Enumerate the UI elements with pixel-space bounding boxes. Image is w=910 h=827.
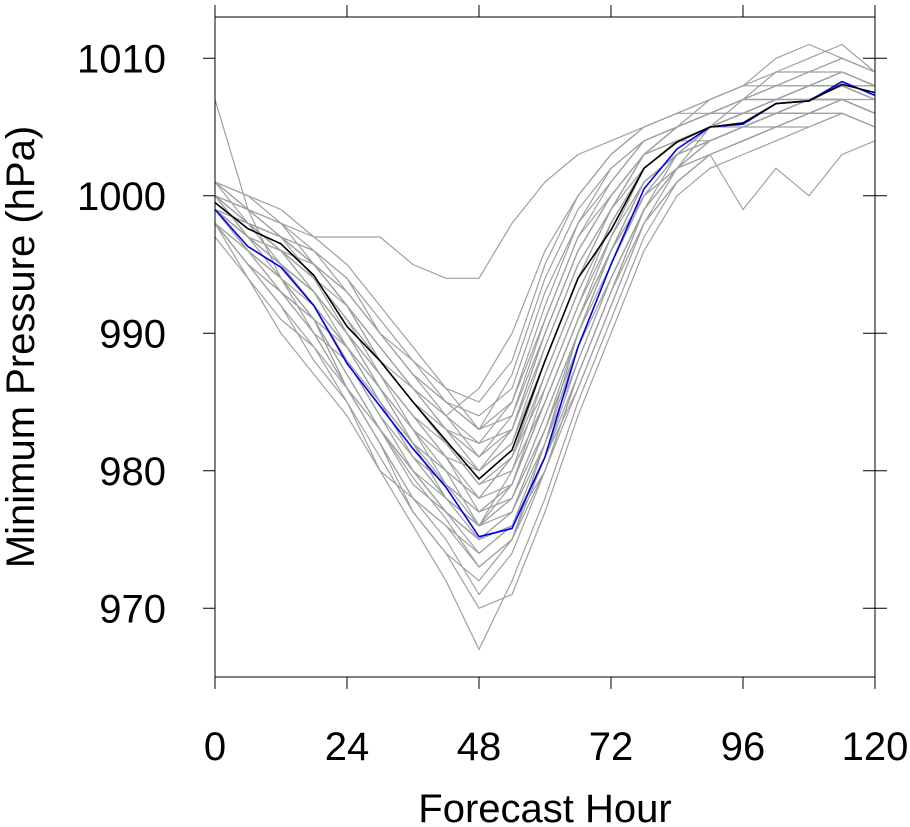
ensemble-member-line (214, 57, 876, 417)
ensemble-member-line (214, 71, 876, 417)
black-series-line (214, 83, 876, 480)
x-tick-label: 24 (325, 725, 370, 769)
x-axis-title: Forecast Hour (418, 787, 671, 827)
y-axis-title: Minimum Pressure (hPa) (0, 126, 43, 568)
x-tick-label: 72 (589, 725, 634, 769)
y-tick-label: 990 (99, 312, 166, 356)
ensemble-member-line (214, 112, 876, 527)
x-tick-label: 48 (457, 725, 502, 769)
x-tick-label: 0 (204, 725, 226, 769)
series-layer (214, 43, 876, 651)
tick-layer: 0 24 48 72 96 120 970 980 990 1000 1010 (77, 5, 908, 769)
y-tick-label: 970 (99, 587, 166, 631)
x-tick-label: 120 (842, 725, 909, 769)
y-tick-label: 1010 (77, 37, 166, 81)
plot-frame (214, 16, 876, 678)
y-tick-label: 980 (99, 450, 166, 494)
y-tick-label: 1000 (77, 175, 166, 219)
ensemble-member-line (214, 57, 876, 403)
ensemble-member-line (214, 85, 876, 499)
x-tick-label: 96 (721, 725, 766, 769)
